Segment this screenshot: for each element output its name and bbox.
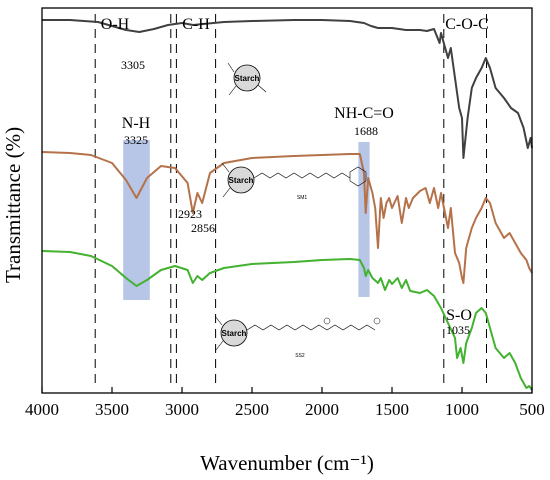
x-tick-label-500: 500	[519, 400, 545, 419]
annotation-oh-label: O-H	[101, 16, 130, 33]
plot-frame	[41, 7, 533, 394]
annotation-ch-label: C-H	[182, 16, 210, 33]
annotation-amide-value: 1688	[354, 124, 378, 138]
annotation-ch-value-2: 2856	[191, 221, 215, 235]
structure-ss2: Starch SS2	[214, 315, 381, 359]
structure-3-code: SS2	[295, 353, 305, 359]
ss2-charge-2	[373, 317, 381, 325]
x-axis-ticks: 4000 3500 3000 2500 2000 1500 1000 500	[25, 387, 545, 419]
x-tick-label-3500: 3500	[95, 400, 129, 419]
ss2-chain	[246, 324, 376, 331]
sm1-chain	[253, 172, 351, 179]
structure-1-label: Starch	[235, 74, 260, 83]
annotation-ch-value-1: 2923	[178, 207, 202, 221]
x-tick-label-2000: 2000	[305, 400, 339, 419]
structure-sm1: Starch SM1	[221, 162, 367, 201]
structure-3-label: Starch	[222, 329, 247, 338]
annotation-amide-label: NH-C=O	[334, 105, 394, 122]
absorption-band-3325	[123, 140, 150, 300]
starch-circle-3	[220, 319, 248, 347]
annotation-nh-value: 3325	[124, 133, 148, 147]
structure-2-code: SM1	[297, 195, 308, 201]
sm1-ring	[349, 166, 367, 187]
reference-line-layer	[94, 14, 487, 388]
structure-starch: Starch	[227, 62, 267, 96]
x-tick-label-1500: 1500	[375, 400, 409, 419]
absorption-band-1688	[358, 142, 370, 297]
annotation-nh-label: N-H	[122, 115, 151, 132]
spectrum-line-2	[41, 151, 533, 284]
ss2-charge-1	[323, 317, 331, 325]
starch-circle-1	[233, 64, 261, 92]
x-tick-label-4000: 4000	[25, 400, 59, 419]
annotation-coc-label: C-O-C	[445, 16, 489, 33]
x-tick-label-3000: 3000	[165, 400, 199, 419]
starch-circle-2	[227, 166, 255, 194]
x-axis-title: Wavenumber (cm⁻¹)	[200, 451, 374, 475]
annotation-oh-value: 3305	[121, 58, 145, 72]
x-tick-label-2500: 2500	[235, 400, 269, 419]
absorption-band-layer	[123, 140, 370, 300]
spectrum-line-1	[42, 19, 533, 159]
structure-2-label: Starch	[229, 176, 254, 185]
spectra-layer	[41, 19, 533, 391]
y-axis-title: Transmittance (%)	[1, 127, 25, 283]
spectrum-line-3	[41, 250, 533, 391]
annotation-so-value: 1035	[446, 323, 470, 337]
x-tick-label-1000: 1000	[445, 400, 479, 419]
annotation-so-label: S-O	[446, 307, 472, 324]
